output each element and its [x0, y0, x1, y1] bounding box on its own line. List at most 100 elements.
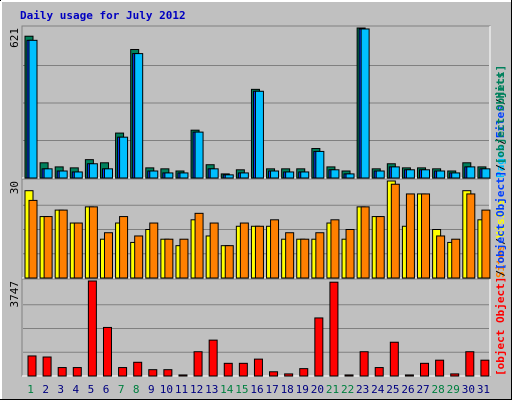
y-max-label: 621 [8, 28, 21, 48]
bar [103, 232, 113, 279]
bar [359, 351, 369, 377]
bar [42, 356, 52, 377]
bar [390, 183, 400, 279]
bar [57, 367, 67, 377]
x-tick-label: 13 [205, 383, 218, 396]
bar [421, 169, 431, 179]
bar [466, 193, 476, 279]
bar [345, 173, 355, 179]
bar [119, 136, 129, 179]
x-tick-label: 25 [386, 383, 399, 396]
bar [481, 168, 491, 179]
bar [436, 235, 446, 279]
bar [88, 206, 98, 279]
bar [163, 369, 173, 377]
bar [179, 238, 189, 279]
bar [436, 170, 446, 179]
legend-entry: Files [494, 105, 507, 138]
bar [315, 150, 325, 179]
bar [435, 359, 445, 377]
bar [480, 359, 490, 377]
bar [269, 371, 279, 377]
bar [300, 171, 310, 179]
bar [374, 367, 384, 377]
x-tick-label: 27 [416, 383, 429, 396]
bar [179, 172, 189, 179]
bar [405, 193, 415, 279]
bar [254, 225, 264, 279]
x-tick-label: 2 [42, 383, 49, 396]
y-max-label: 30 [8, 181, 21, 194]
bar [73, 171, 83, 179]
bar [451, 172, 461, 179]
x-tick-label: 21 [326, 383, 339, 396]
bar [72, 367, 82, 377]
legend-entry: Hits [494, 72, 507, 99]
x-tick-label: 11 [175, 383, 188, 396]
x-tick-label: 5 [88, 383, 95, 396]
x-tick-label: 4 [73, 383, 80, 396]
legend-entry: [object Object] [494, 171, 507, 270]
bar [405, 169, 415, 179]
x-tick-label: 23 [356, 383, 369, 396]
x-tick-label: 10 [160, 383, 173, 396]
legend-entry: [object Object] [494, 65, 507, 164]
bar [239, 172, 249, 179]
bar [360, 28, 370, 179]
x-tick-label: 14 [220, 383, 234, 396]
bar [451, 238, 461, 279]
bar [481, 209, 491, 279]
x-tick-label: 31 [477, 383, 490, 396]
bar [238, 362, 248, 377]
bar [223, 362, 233, 377]
legend-separator: / [494, 138, 507, 145]
legend-separator: / [494, 98, 507, 105]
bar [194, 131, 204, 179]
legend: [object Object]/[object Object]/[object … [494, 65, 507, 376]
bar [28, 39, 38, 179]
x-tick-label: 1 [27, 383, 34, 396]
bar [134, 53, 144, 179]
y-max-label: 3747 [8, 281, 21, 308]
bar [330, 169, 340, 179]
bar [149, 170, 159, 179]
bar [102, 326, 112, 377]
bar [299, 368, 309, 377]
bar [88, 163, 98, 179]
bar [224, 174, 234, 179]
bar [421, 193, 431, 279]
bar [465, 351, 475, 377]
bar [28, 199, 38, 279]
x-tick-label: 17 [265, 383, 278, 396]
bar [270, 219, 280, 279]
bar [420, 362, 430, 377]
bar [148, 369, 158, 377]
bar [284, 373, 294, 377]
bar [43, 168, 53, 179]
x-tick-label: 18 [281, 383, 294, 396]
bar [133, 361, 143, 377]
bar [315, 232, 325, 279]
bar [43, 216, 53, 279]
bar [450, 373, 460, 377]
bar [149, 222, 159, 279]
bar [194, 212, 204, 279]
x-tick-label: 19 [296, 383, 309, 396]
bar [73, 222, 83, 279]
bar [164, 238, 174, 279]
x-tick-label: 20 [311, 383, 324, 396]
x-tick-label: 15 [235, 383, 248, 396]
legend-entry: [object Object] [494, 277, 507, 376]
legend-separator: / [494, 238, 507, 245]
bar [390, 166, 400, 179]
bar [118, 367, 128, 377]
legend-entry: Pages [494, 145, 507, 178]
bar [239, 222, 249, 279]
bar [314, 317, 324, 377]
legend-separator: / [494, 270, 507, 277]
bar [224, 245, 234, 279]
bar [254, 90, 264, 179]
x-tick-label: 6 [103, 383, 110, 396]
bar [285, 171, 295, 179]
